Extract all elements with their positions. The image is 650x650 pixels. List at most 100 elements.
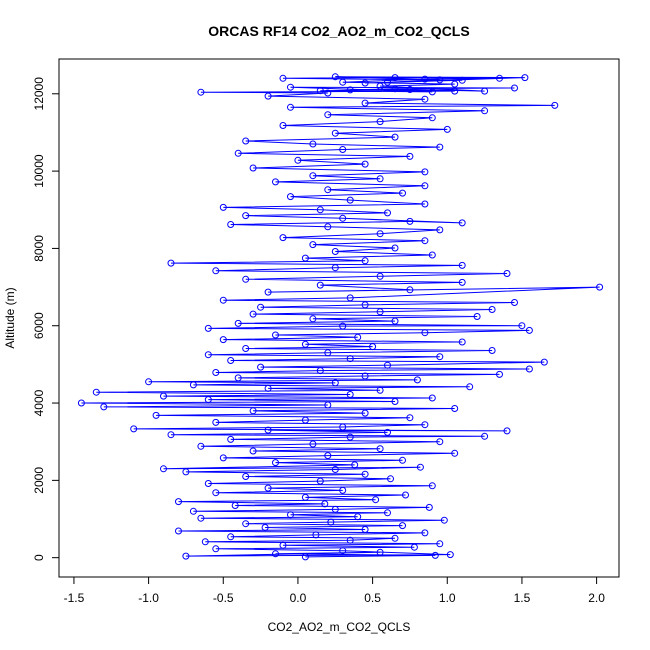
data-point <box>197 88 205 96</box>
data-point <box>399 522 406 530</box>
data-point <box>339 78 347 86</box>
data-point <box>354 333 362 341</box>
data-point <box>242 275 250 283</box>
data-point <box>309 140 317 148</box>
x-axis: -1.5 -1.0 -0.5 0.0 0.5 1.0 1.5 2.0 <box>64 576 605 605</box>
data-point <box>324 111 332 119</box>
data-point <box>227 357 235 364</box>
data-point <box>272 550 279 558</box>
data-point <box>458 278 466 286</box>
data-point <box>361 526 369 533</box>
series-points-group <box>77 73 604 561</box>
data-point <box>272 331 279 339</box>
data-point <box>309 172 317 180</box>
data-point <box>279 74 287 82</box>
data-point <box>361 470 369 478</box>
data-point <box>473 313 481 320</box>
data-point <box>391 244 399 252</box>
data-point <box>361 301 369 309</box>
data-point <box>309 315 317 323</box>
data-point <box>361 409 369 417</box>
data-point <box>391 85 399 93</box>
data-point <box>204 324 212 332</box>
data-point <box>525 365 533 373</box>
data-point <box>234 319 242 327</box>
y-axis: 0 2000 4000 6000 8000 10000 12000 <box>32 77 60 561</box>
data-point <box>339 486 347 494</box>
data-point <box>421 329 429 337</box>
data-point <box>376 272 384 280</box>
data-point <box>212 369 220 376</box>
data-point <box>324 452 332 460</box>
data-point <box>287 193 294 201</box>
data-point <box>279 234 287 242</box>
data-point <box>301 340 309 348</box>
data-point <box>92 388 100 396</box>
data-point <box>354 513 362 521</box>
data-point <box>331 505 339 513</box>
data-point <box>446 551 454 559</box>
data-point <box>481 87 489 95</box>
data-point <box>406 86 414 93</box>
data-point <box>376 548 384 556</box>
x-tick-label: -1.5 <box>64 591 85 605</box>
data-point <box>201 538 209 546</box>
data-point <box>301 416 309 424</box>
data-point <box>212 489 220 497</box>
data-point <box>488 306 496 313</box>
data-point <box>130 425 138 433</box>
data-point <box>376 445 384 453</box>
data-point <box>511 299 518 306</box>
data-point <box>361 79 369 87</box>
data-point <box>421 237 429 245</box>
data-point <box>346 196 354 204</box>
x-tick-label: 1.0 <box>439 591 456 605</box>
data-point <box>219 203 227 211</box>
x-tick-label: 0.5 <box>364 591 381 605</box>
data-point <box>496 370 503 378</box>
data-point <box>413 376 421 384</box>
data-point <box>596 283 604 291</box>
data-point <box>421 529 429 537</box>
data-point <box>145 378 153 386</box>
data-point <box>301 254 309 262</box>
data-point <box>421 75 429 83</box>
data-point <box>331 264 339 272</box>
data-point <box>481 432 489 440</box>
data-point <box>428 114 436 122</box>
data-point <box>219 454 227 462</box>
data-point <box>182 468 190 476</box>
data-point <box>264 384 272 392</box>
data-point <box>301 493 309 501</box>
data-point <box>287 511 294 519</box>
data-point <box>399 189 406 197</box>
data-point <box>175 527 182 535</box>
data-point <box>175 498 182 506</box>
data-point <box>384 209 391 217</box>
y-tick-label: 6000 <box>32 312 46 339</box>
data-point <box>346 433 354 441</box>
data-point <box>279 122 287 129</box>
data-point <box>361 372 369 380</box>
data-point <box>503 270 511 277</box>
data-point <box>421 182 429 190</box>
data-point <box>421 95 429 103</box>
data-point <box>204 480 212 487</box>
data-point <box>227 221 235 228</box>
data-point <box>376 82 384 90</box>
data-point <box>458 338 466 346</box>
data-point <box>351 461 359 469</box>
data-point <box>160 392 167 400</box>
data-point <box>496 74 503 82</box>
data-point <box>294 156 302 164</box>
data-point <box>372 496 380 504</box>
data-point <box>436 143 444 151</box>
chart-title: ORCAS RF14 CO2_AO2_m_CO2_QCLS <box>208 23 469 39</box>
data-point <box>361 257 369 265</box>
data-point <box>391 317 399 325</box>
data-point <box>316 206 324 214</box>
data-point <box>436 438 444 446</box>
data-point <box>77 399 85 407</box>
data-point <box>189 381 197 389</box>
x-tick-label: 0.0 <box>290 591 307 605</box>
